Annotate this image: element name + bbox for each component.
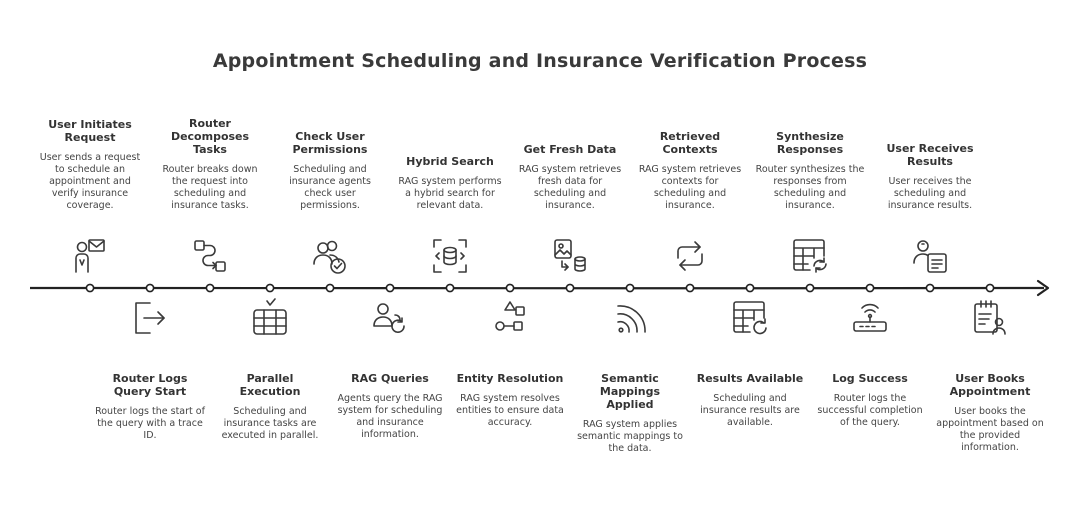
step-3: Router Decomposes Tasks Router breaks dow… <box>155 117 265 212</box>
step-description: RAG system retrieves fresh data for sche… <box>518 164 622 211</box>
step-description: Scheduling and insurance agents check us… <box>289 164 371 211</box>
step-title: Parallel Execution <box>239 372 301 398</box>
image-database-icon <box>550 236 590 276</box>
step-title: Check User Permissions <box>292 130 368 156</box>
step-title: Retrieved Contexts <box>659 130 721 156</box>
shapes-icon <box>490 298 530 338</box>
step-title: Results Available <box>696 372 804 385</box>
step-description: User sends a request to schedule an appo… <box>39 152 141 211</box>
timeline-node <box>925 283 935 293</box>
split-flow-icon <box>190 236 230 276</box>
user-report-icon <box>910 236 950 276</box>
step-title: Entity Resolution <box>456 372 564 385</box>
step-5: Check User Permissions Scheduling and ins… <box>275 130 385 212</box>
step-10: Semantic Mappings Applied RAG system appl… <box>575 372 685 455</box>
repeat-icon <box>670 236 710 276</box>
database-scan-icon <box>430 236 470 276</box>
step-8: Entity Resolution RAG system resolves ent… <box>455 372 565 429</box>
step-title: Hybrid Search <box>406 155 494 168</box>
step-title: User Receives Results <box>886 142 974 168</box>
table-sync-icon <box>790 236 830 276</box>
step-2: Router Logs Query Start Router logs the s… <box>95 372 205 442</box>
timeline-node <box>685 283 695 293</box>
timeline-node <box>625 283 635 293</box>
timeline-node <box>325 283 335 293</box>
timeline-node <box>745 283 755 293</box>
step-description: RAG system applies semantic mappings to … <box>577 419 683 454</box>
clipboard-user-icon <box>970 298 1010 338</box>
table-refresh-icon <box>730 298 770 338</box>
logout-arrow-icon <box>130 298 170 338</box>
step-12: Results Available Scheduling and insuranc… <box>695 372 805 429</box>
timeline-node <box>565 283 575 293</box>
step-16: User Books Appointment User books the app… <box>935 372 1045 454</box>
step-description: Scheduling and insurance tasks are execu… <box>221 406 319 441</box>
step-description: Router logs the start of the query with … <box>95 406 205 441</box>
step-description: RAG system retrieves contexts for schedu… <box>638 164 742 211</box>
step-4: Parallel Execution Scheduling and insuran… <box>215 372 325 442</box>
step-6: RAG Queries Agents query the RAG system f… <box>335 372 445 441</box>
timeline-node <box>85 283 95 293</box>
step-7: Hybrid Search RAG system performs a hybri… <box>395 155 505 212</box>
step-title: Log Success <box>832 372 908 385</box>
user-refresh-icon <box>370 298 410 338</box>
signal-icon <box>610 298 650 338</box>
timeline-node <box>805 283 815 293</box>
step-description: User receives the scheduling and insuran… <box>887 176 973 211</box>
timeline-node <box>445 283 455 293</box>
diagram-title: Appointment Scheduling and Insurance Ver… <box>212 50 868 72</box>
step-title: Get Fresh Data <box>523 143 617 156</box>
timeline-arrowhead <box>1036 279 1050 297</box>
server-stack-icon <box>250 298 290 338</box>
step-14: Log Success Router logs the successful co… <box>815 372 925 429</box>
step-title: Semantic Mappings Applied <box>599 372 661 411</box>
timeline-node <box>385 283 395 293</box>
user-envelope-icon <box>70 236 110 276</box>
users-check-icon <box>310 236 350 276</box>
timeline-node <box>505 283 515 293</box>
step-description: User books the appointment based on the … <box>936 406 1044 453</box>
timeline-node <box>265 283 275 293</box>
step-15: User Receives Results User receives the s… <box>875 142 985 212</box>
step-description: Scheduling and insurance results are ava… <box>700 393 800 428</box>
step-13: Synthesize Responses Router synthesizes t… <box>755 130 865 212</box>
step-description: Agents query the RAG system for scheduli… <box>337 393 443 440</box>
step-title: User Initiates Request <box>48 118 132 144</box>
router-icon <box>850 298 890 338</box>
step-description: RAG system resolves entities to ensure d… <box>456 393 564 428</box>
step-9: Get Fresh Data RAG system retrieves fresh… <box>515 143 625 212</box>
timeline-node <box>205 283 215 293</box>
step-title: Synthesize Responses <box>776 130 844 156</box>
step-description: RAG system performs a hybrid search for … <box>398 176 502 211</box>
step-11: Retrieved Contexts RAG system retrieves c… <box>635 130 745 212</box>
step-1: User Initiates Request User sends a reque… <box>35 118 145 212</box>
step-description: Router breaks down the request into sche… <box>162 164 258 211</box>
step-title: User Books Appointment <box>949 372 1031 398</box>
timeline-node <box>145 283 155 293</box>
timeline-node <box>865 283 875 293</box>
step-description: Router synthesizes the responses from sc… <box>755 164 865 211</box>
step-title: Router Logs Query Start <box>112 372 188 398</box>
step-title: RAG Queries <box>351 372 429 385</box>
step-title: Router Decomposes Tasks <box>170 117 250 156</box>
step-description: Router logs the successful completion of… <box>817 393 923 428</box>
timeline-node <box>985 283 995 293</box>
timeline-line <box>29 286 1045 290</box>
